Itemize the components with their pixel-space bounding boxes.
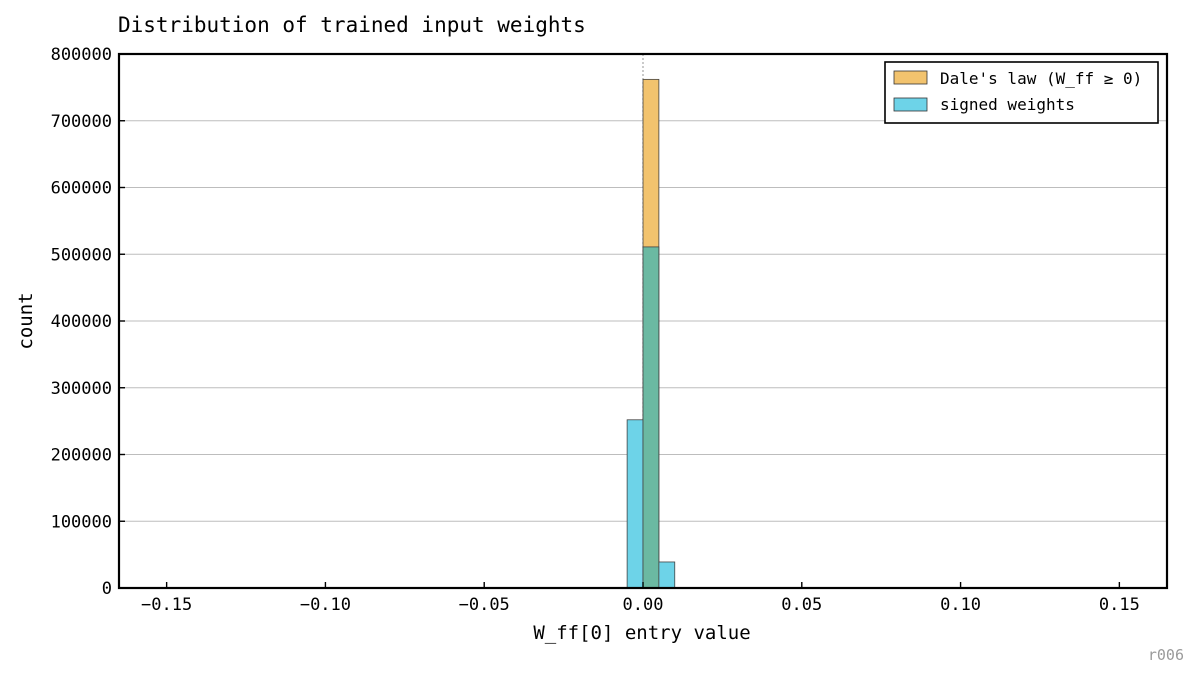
y-axis-ticks: 0 100000 200000 300000 400000 500000 600000 700… [51,45,125,599]
bar-signed-weights [626,419,644,589]
x-tick-label: −0.10 [300,595,351,615]
figure-tag: r006 [1148,646,1184,664]
y-tick-label: 600000 [51,179,112,199]
histogram-bars [626,78,676,589]
x-tick-label: −0.05 [459,595,510,615]
x-tick-label: 0.15 [1099,595,1140,615]
legend-swatch-dales-law [893,70,928,85]
y-tick-label: 700000 [51,112,112,132]
y-tick-label: 300000 [51,379,112,399]
y-tick-label: 400000 [51,312,112,332]
legend-swatch-signed-weights [893,97,928,112]
x-tick-label: 0.10 [940,595,981,615]
legend-label-dales-law: Dale's law (W_ff ≥ 0) [940,69,1142,88]
x-tick-label: 0.00 [623,595,664,615]
x-tick-label: −0.15 [141,595,192,615]
bar-signed-weights [642,246,660,589]
y-axis-title: count [15,292,37,349]
y-tick-label: 100000 [51,512,112,532]
y-tick-label: 200000 [51,446,112,466]
y-tick-label: 0 [102,579,112,599]
x-tick-label: 0.05 [781,595,822,615]
y-tick-label: 500000 [51,245,112,265]
x-axis-ticks: −0.15 −0.10 −0.05 0.00 0.05 0.10 0.15 [141,582,1140,615]
bar-signed-weights [658,561,676,589]
legend-label-signed-weights: signed weights [940,95,1075,114]
chart-title: Distribution of trained input weights [118,13,586,37]
x-axis-title: W_ff[0] entry value [533,622,750,644]
legend-box [884,61,1159,124]
legend: Dale's law (W_ff ≥ 0) signed weights [884,61,1159,124]
y-tick-label: 800000 [51,45,112,65]
